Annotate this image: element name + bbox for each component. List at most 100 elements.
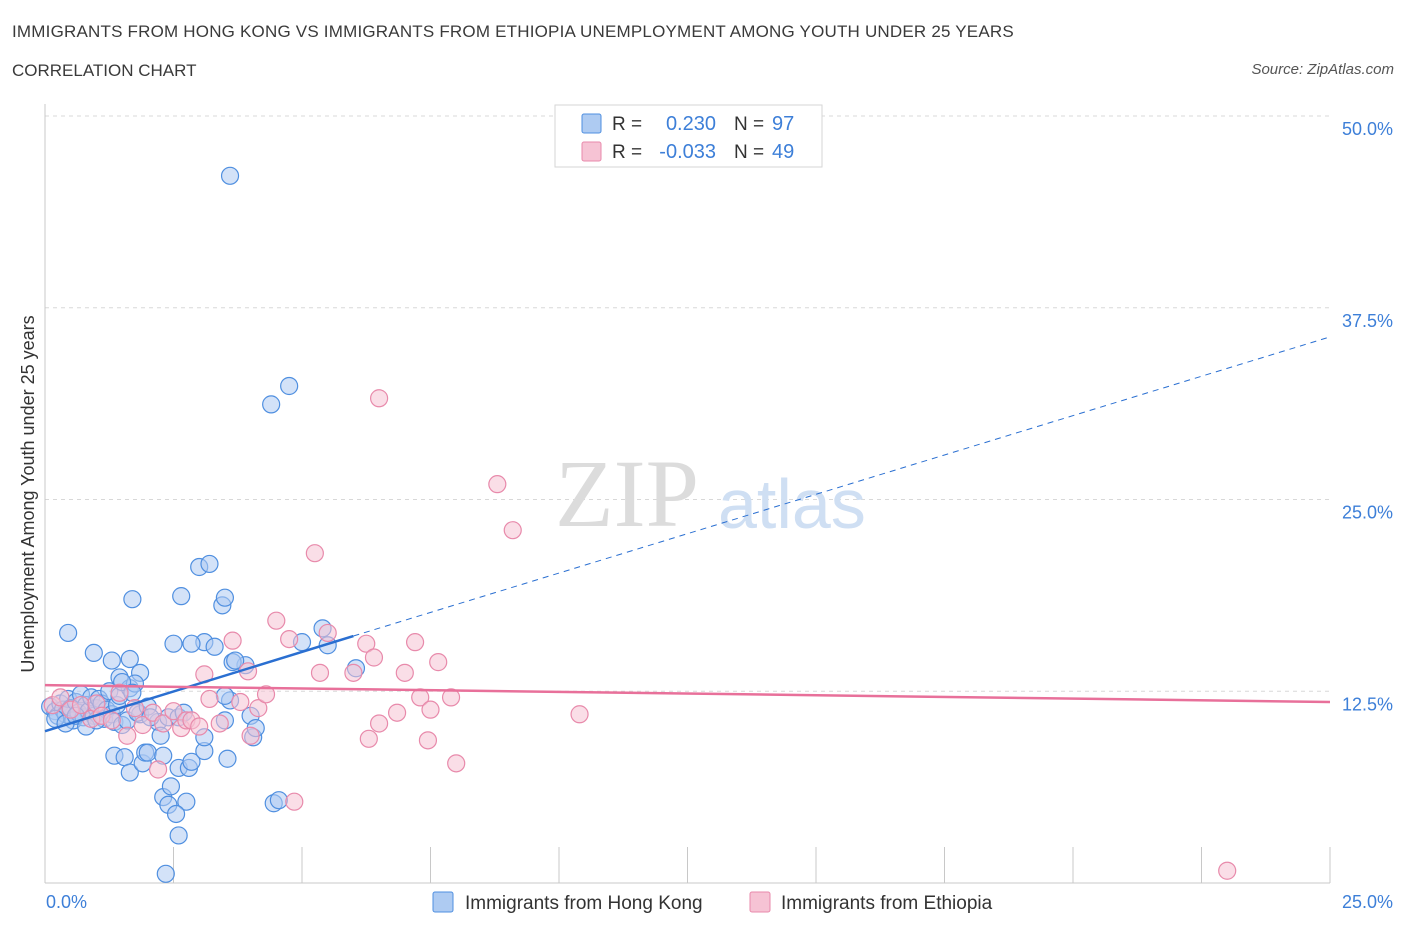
legend-n-label-1: N = <box>734 114 764 135</box>
stats-legend: R = 0.230 N = 97 R = -0.033 N = 49 <box>554 104 823 168</box>
point-hong-kong-69 <box>215 686 234 705</box>
watermark-atlas: atlas <box>718 465 866 543</box>
point-hong-kong-82 <box>200 554 219 574</box>
point-hong-kong-87 <box>280 376 299 396</box>
point-ethiopia-47 <box>503 521 522 540</box>
y-tick-label-1: 25.0% <box>1342 503 1393 523</box>
y-tick-label-0: 12.5% <box>1342 694 1393 714</box>
point-ethiopia-1 <box>51 688 70 707</box>
point-ethiopia-36 <box>370 714 389 733</box>
point-ethiopia-7 <box>102 711 121 730</box>
point-ethiopia-9 <box>118 726 137 745</box>
y-tick-label-2: 37.5% <box>1342 311 1393 331</box>
point-ethiopia-33 <box>357 634 376 653</box>
point-ethiopia-22 <box>223 631 242 650</box>
point-ethiopia-48 <box>570 705 589 724</box>
trend-line-ethiopia <box>44 683 1331 704</box>
point-hong-kong-33 <box>59 623 78 643</box>
point-ethiopia-40 <box>405 633 425 652</box>
point-hong-kong-63 <box>182 752 201 771</box>
point-ethiopia-8 <box>110 683 129 702</box>
trend-line-hong-kong <box>44 634 354 733</box>
y-axis-label: Unemployment Among Youth under 25 years <box>18 315 38 672</box>
point-hong-kong-100 <box>156 864 175 883</box>
point-hong-kong-42 <box>120 649 139 669</box>
watermark: ZIP atlas <box>555 440 866 547</box>
legend-n-value-1: 97 <box>772 113 794 135</box>
chart-subtitle: CORRELATION CHART <box>12 61 197 80</box>
point-ethiopia-11 <box>133 715 152 735</box>
point-ethiopia-37 <box>387 703 407 722</box>
point-ethiopia-49 <box>370 389 389 408</box>
legend-n-value-2: 49 <box>772 141 794 163</box>
legend-swatch-ethiopia <box>581 141 602 162</box>
y-tick-label-3: 50.0% <box>1342 119 1393 139</box>
legend-r-value-2: -0.033 <box>659 141 716 163</box>
point-ethiopia-35 <box>364 648 384 667</box>
bottom-legend-label-ethiopia: Immigrants from Ethiopia <box>781 893 993 914</box>
point-ethiopia-20 <box>200 689 219 709</box>
point-ethiopia-53 <box>1218 861 1237 880</box>
watermark-zip: ZIP <box>555 440 699 547</box>
point-ethiopia-50 <box>305 544 324 563</box>
point-hong-kong-34 <box>84 643 103 663</box>
point-ethiopia-18 <box>190 717 209 736</box>
point-hong-kong-78 <box>205 637 224 656</box>
point-ethiopia-43 <box>418 731 438 750</box>
point-hong-kong-59 <box>138 743 157 762</box>
point-hong-kong-55 <box>115 748 134 767</box>
x-tick-label-0: 0.0% <box>46 892 87 912</box>
point-hong-kong-77 <box>182 634 201 653</box>
bottom-legend-swatch-ethiopia <box>749 891 771 913</box>
point-ethiopia-42 <box>429 653 448 672</box>
point-hong-kong-56 <box>120 763 139 782</box>
point-hong-kong-93 <box>269 791 288 810</box>
trend-line-hong-kong-projection <box>353 336 1331 637</box>
point-hong-kong-85 <box>220 166 240 185</box>
point-ethiopia-32 <box>344 663 363 682</box>
point-ethiopia-38 <box>395 663 414 682</box>
point-ethiopia-44 <box>441 688 461 707</box>
point-ethiopia-13 <box>154 714 173 733</box>
point-hong-kong-41 <box>123 590 142 609</box>
point-ethiopia-23 <box>231 692 250 712</box>
legend-n-label-2: N = <box>734 142 764 163</box>
point-ethiopia-52 <box>285 792 304 811</box>
point-ethiopia-34 <box>359 729 378 748</box>
point-ethiopia-41 <box>421 700 440 719</box>
point-ethiopia-51 <box>148 760 168 779</box>
x-tick-label-1: 25.0% <box>1342 892 1393 912</box>
legend-swatch-hong-kong <box>581 113 602 134</box>
point-hong-kong-75 <box>226 651 245 670</box>
series-legend: Immigrants from Hong Kong Immigrants fro… <box>432 891 993 914</box>
point-hong-kong-79 <box>164 634 183 653</box>
grid-lines <box>45 115 1330 692</box>
point-ethiopia-31 <box>318 623 337 643</box>
point-ethiopia-46 <box>488 475 507 494</box>
point-ethiopia-28 <box>267 611 286 630</box>
point-hong-kong-99 <box>169 826 188 845</box>
bottom-legend-swatch-hong-kong <box>432 891 454 913</box>
point-hong-kong-98 <box>166 804 186 824</box>
point-ethiopia-27 <box>256 685 276 704</box>
chart-title: IMMIGRANTS FROM HONG KONG VS IMMIGRANTS … <box>12 22 1014 41</box>
source-credit: Source: ZipAtlas.com <box>1251 61 1394 78</box>
point-ethiopia-25 <box>241 726 260 745</box>
trend-lines <box>44 336 1331 733</box>
point-hong-kong-96 <box>177 792 196 811</box>
point-ethiopia-26 <box>249 699 268 718</box>
data-points <box>41 166 1237 883</box>
point-hong-kong-35 <box>102 651 121 670</box>
tick-labels: 12.5% 25.0% 37.5% 50.0% 0.0% 25.0% <box>46 119 1393 912</box>
legend-r-value-1: 0.230 <box>666 113 716 135</box>
point-hong-kong-80 <box>172 587 191 606</box>
point-ethiopia-21 <box>210 714 229 733</box>
point-hong-kong-84 <box>215 588 234 607</box>
point-ethiopia-45 <box>447 754 466 773</box>
point-hong-kong-65 <box>218 749 237 768</box>
point-ethiopia-30 <box>310 663 330 682</box>
point-ethiopia-14 <box>164 702 183 721</box>
point-ethiopia-29 <box>280 629 299 649</box>
legend-r-label-1: R = <box>612 114 642 135</box>
